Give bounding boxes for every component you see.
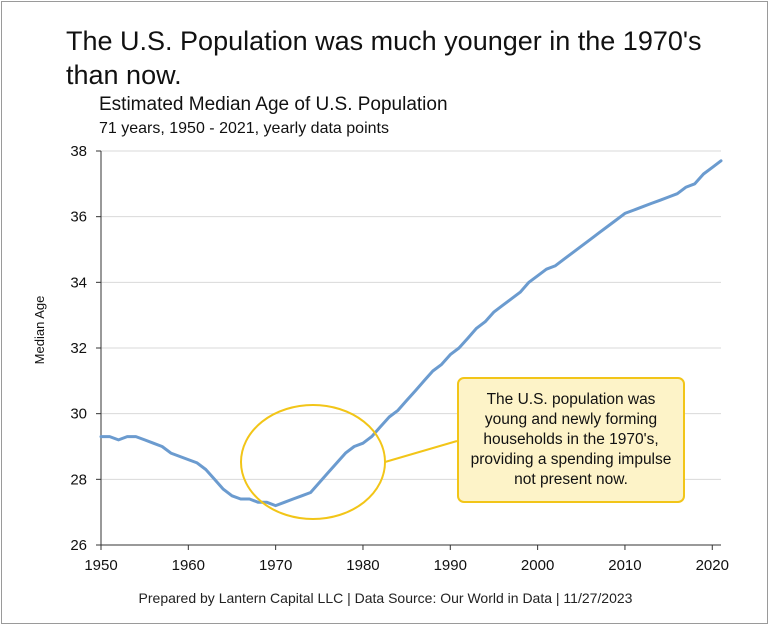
- x-tick-labels: 1950 1960 1970 1980 1990 2000 2010 2020: [84, 557, 729, 574]
- highlight-circle: [240, 404, 386, 520]
- y-tick-label: 36: [70, 209, 87, 226]
- y-tick-label: 32: [70, 340, 87, 357]
- y-tick-label: 38: [70, 143, 87, 160]
- x-tick-label: 1950: [84, 557, 117, 574]
- y-tick-label: 28: [70, 471, 87, 488]
- x-tick-label: 2010: [608, 557, 641, 574]
- y-axis-title: Median Age: [32, 296, 47, 365]
- chart-title: Estimated Median Age of U.S. Population: [99, 94, 448, 115]
- callout-connector: [384, 440, 458, 463]
- footer-credits: Prepared by Lantern Capital LLC | Data S…: [138, 590, 633, 606]
- axes: [96, 150, 721, 550]
- series-line: [99, 159, 723, 508]
- y-tick-labels: 26 28 30 32 34 36 38: [70, 143, 87, 554]
- x-tick-label: 2000: [521, 557, 554, 574]
- annotation-callout: The U.S. population was young and newly …: [457, 377, 685, 503]
- x-tick-label: 1960: [172, 557, 205, 574]
- x-tick-label: 1970: [259, 557, 292, 574]
- x-tick-label: 1980: [346, 557, 379, 574]
- x-tick-label: 1990: [434, 557, 467, 574]
- y-tick-label: 34: [70, 274, 87, 291]
- annotation-text: The U.S. population was young and newly …: [470, 391, 672, 488]
- y-tick-label: 26: [70, 537, 87, 554]
- chart-subtitle: 71 years, 1950 - 2021, yearly data point…: [99, 120, 389, 137]
- series-group: [99, 159, 723, 508]
- y-tick-label: 30: [70, 406, 87, 423]
- x-tick-label: 2020: [696, 557, 729, 574]
- headline: The U.S. Population was much younger in …: [66, 26, 702, 90]
